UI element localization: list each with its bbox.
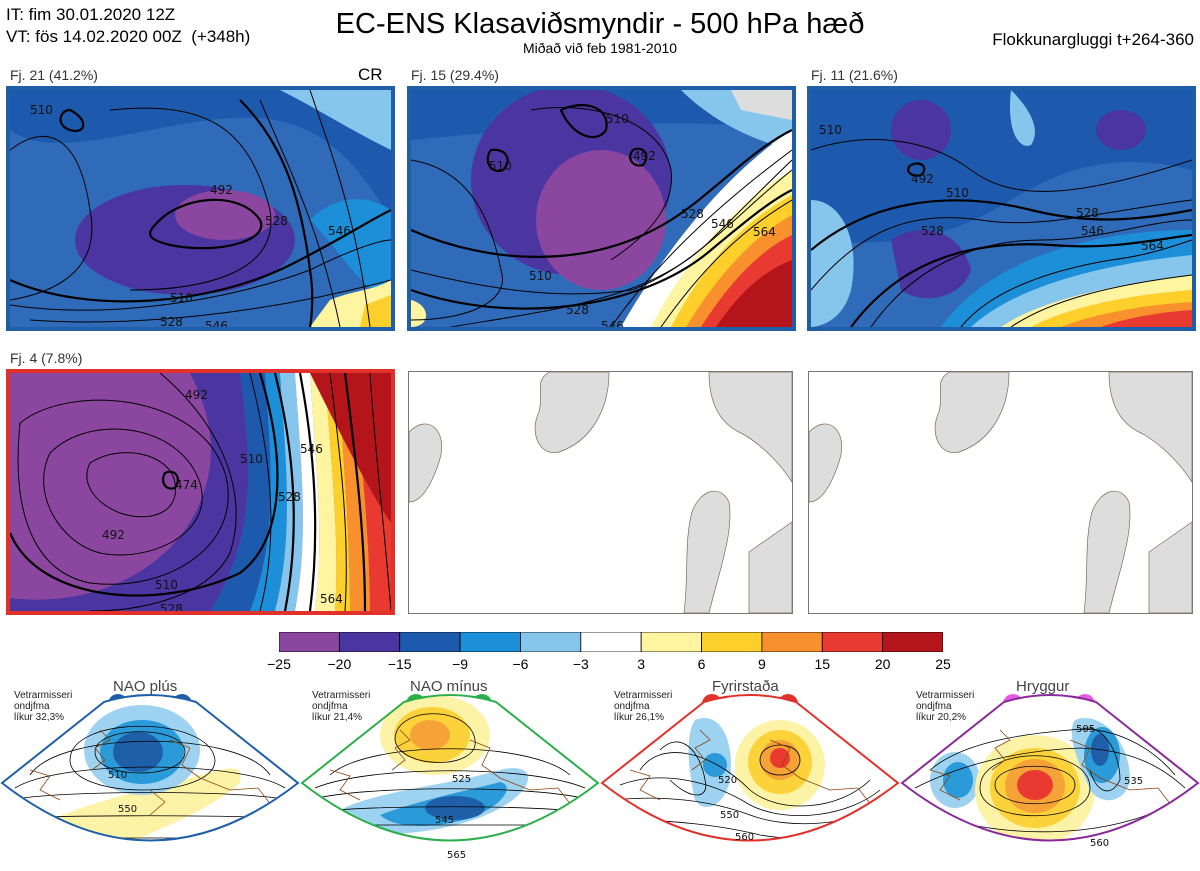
regime-3-note: Vetrarmisseri ondjfma líkur 26,1%: [614, 690, 673, 723]
classification-window: Flokkunargluggi t+264-360: [992, 30, 1194, 49]
valid-time: VT: fös 14.02.2020 00Z (+348h): [6, 27, 251, 46]
cluster-1-contour: 528: [160, 315, 183, 327]
colorbar-tick-label: −3: [572, 656, 589, 672]
colorbar-swatch: [821, 632, 884, 652]
cluster-4-contour: 546: [300, 442, 323, 456]
cluster-2-contour: 528: [566, 303, 589, 317]
regime-2-title: NAO mínus: [410, 678, 488, 695]
regime-1-map: 510 550: [0, 690, 300, 870]
colorbar-swatch: [640, 632, 702, 652]
cluster-2-contour: 492: [633, 149, 656, 163]
colorbar-swatch: [459, 632, 521, 652]
cluster-1-label: Fj. 21 (41.2%): [10, 67, 98, 83]
cluster-1-contour: 492: [210, 183, 233, 197]
colorbar: [279, 632, 943, 652]
cluster-4-contour: 474: [175, 478, 198, 492]
cluster-4-map: 492 474 510 528 546 492 510 528 564: [6, 369, 395, 615]
regime-1-contour: 510: [108, 770, 127, 781]
cluster-2-contour: 564: [753, 225, 776, 239]
page-subtitle: Miðað við feb 1981-2010: [522, 40, 678, 56]
colorbar-tick-label: −15: [387, 656, 412, 672]
cluster-2-label: Fj. 15 (29.4%): [411, 67, 499, 83]
cluster-3-contour: 528: [1076, 206, 1099, 220]
colorbar-tick-label: −9: [452, 656, 469, 672]
regime-4-map: 505 535 560: [900, 690, 1200, 870]
cluster-2-contour: 528: [681, 207, 704, 221]
colorbar-swatch: [338, 632, 401, 652]
colorbar-tick-label: −6: [512, 656, 529, 672]
regime-2-note: Vetrarmisseri ondjfma líkur 21,4%: [312, 690, 371, 723]
cluster-4-contour: 564: [320, 592, 343, 606]
regime-2-contour: 545: [435, 815, 454, 826]
colorbar-swatch: [279, 632, 340, 652]
colorbar-swatch: [882, 632, 943, 652]
cluster-4-contour: 492: [185, 388, 208, 402]
cluster-2-map: 510 492 510 528 546 564 510 528 546: [407, 86, 796, 331]
cluster-1-contour: 510: [170, 291, 193, 305]
regime-3-map: 520 550 560: [600, 690, 900, 870]
empty-map-1: [408, 371, 793, 614]
regime-3-contour: 550: [720, 810, 739, 821]
colorbar-swatch: [761, 632, 823, 652]
colorbar-tick-label: 6: [697, 656, 706, 672]
regime-2-contour: 525: [452, 774, 471, 785]
cluster-4-contour: 528: [160, 602, 183, 611]
cluster-1-contour: 510: [30, 103, 53, 117]
cluster-2-contour: 510: [489, 159, 512, 173]
cluster-4-contour: 492: [102, 528, 125, 542]
colorbar-swatch: [701, 632, 763, 652]
regime-4-contour: 560: [1090, 838, 1109, 849]
issue-time: IT: fim 30.01.2020 12Z: [6, 5, 176, 24]
regime-4-contour: 505: [1076, 724, 1095, 735]
regime-4-contour: 535: [1124, 776, 1143, 787]
header-left: IT: fim 30.01.2020 12Z VT: fös 14.02.2020…: [6, 4, 250, 48]
cluster-3-contour: 492: [911, 172, 934, 186]
cluster-3-contour: 510: [819, 123, 842, 137]
colorbar-tick-label: 25: [935, 656, 951, 672]
regime-2-contour: 565: [447, 850, 466, 861]
regime-1-note: Vetrarmisseri ondjfma líkur 32,3%: [14, 690, 73, 723]
regime-3-contour: 520: [718, 775, 737, 786]
colorbar-tick-label: 15: [814, 656, 831, 672]
regime-3-contour: 560: [735, 832, 754, 843]
colorbar-tick-label: −25: [267, 656, 291, 672]
cluster-3-map: 510 492 510 528 546 564 528: [807, 86, 1196, 331]
colorbar-tick-label: 20: [874, 656, 891, 672]
cluster-2-contour: 546: [711, 217, 734, 231]
cluster-1-contour: 546: [328, 224, 351, 238]
regime-2-map: 525 545 565: [300, 690, 600, 870]
colorbar-tick-label: 9: [758, 656, 766, 672]
regime-4-note: Vetrarmisseri ondjfma líkur 20,2%: [916, 690, 975, 723]
cluster-3-label: Fj. 11 (21.6%): [811, 67, 898, 83]
empty-map-2: [808, 371, 1193, 614]
page-title: EC-ENS Klasaviðsmyndir - 500 hPa hæð: [335, 8, 865, 40]
cluster-1-contour: 528: [265, 214, 288, 228]
cluster-3-contour: 546: [1081, 224, 1104, 238]
colorbar-swatch: [580, 632, 642, 652]
cluster-3-contour: 510: [946, 186, 969, 200]
cluster-2-contour: 510: [606, 112, 629, 126]
cluster-1-map: 510 492 528 546 510 528 546: [6, 86, 395, 331]
cluster-4-contour: 528: [278, 490, 301, 504]
cluster-1-contour: 546: [205, 319, 228, 327]
cluster-2-contour: 546: [601, 319, 624, 327]
regime-3-title: Fyrirstaða: [712, 678, 779, 695]
cluster-2-contour: 510: [529, 269, 552, 283]
regime-4-title: Hryggur: [1016, 678, 1070, 695]
regime-1-contour: 550: [118, 804, 137, 815]
cluster-3-contour: 528: [921, 224, 944, 238]
cluster-1-tag: CR: [358, 65, 383, 84]
cluster-3-contour: 564: [1141, 239, 1164, 253]
cluster-4-label: Fj. 4 (7.8%): [10, 350, 83, 366]
cluster-4-contour: 510: [155, 578, 178, 592]
regime-1-title: NAO plús: [113, 678, 178, 695]
colorbar-swatch: [520, 632, 582, 652]
cluster-4-contour: 510: [240, 452, 263, 466]
colorbar-swatch: [399, 632, 461, 652]
colorbar-tick-label: 3: [637, 656, 646, 672]
colorbar-tick-label: −20: [327, 656, 352, 672]
